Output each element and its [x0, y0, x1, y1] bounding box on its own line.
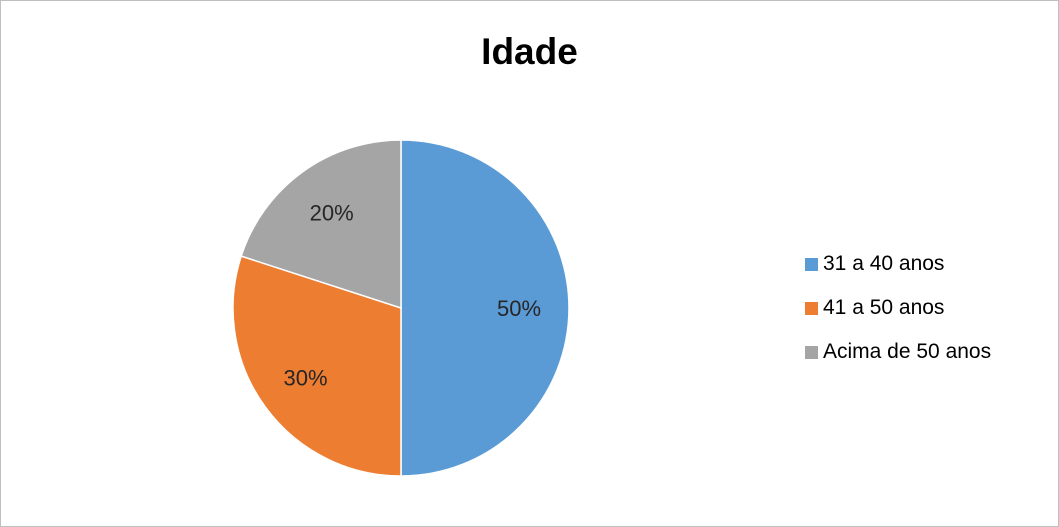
legend-label: Acima de 50 anos: [823, 340, 992, 363]
data-label-2: 20%: [310, 201, 354, 226]
chart-title: Idade: [481, 31, 578, 72]
pie-slice-2: [240, 139, 402, 310]
legend: 31 a 40 anos 41 a 50 anos Acima de 50 an…: [805, 252, 992, 385]
pie-slice-1: [232, 255, 402, 477]
legend-label: 31 a 40 anos: [823, 252, 945, 275]
data-label-0: 50%: [497, 296, 541, 321]
legend-swatch: [805, 345, 818, 359]
legend-swatch: [805, 301, 818, 315]
legend-item: Acima de 50 anos: [805, 340, 992, 363]
legend-swatch: [805, 257, 818, 271]
pie-slice-0: [400, 139, 570, 477]
legend-item: 41 a 50 anos: [805, 296, 991, 319]
data-label-1: 30%: [284, 365, 328, 390]
legend-label: 41 a 50 anos: [823, 296, 945, 319]
legend-item: 31 a 40 anos: [805, 252, 991, 275]
